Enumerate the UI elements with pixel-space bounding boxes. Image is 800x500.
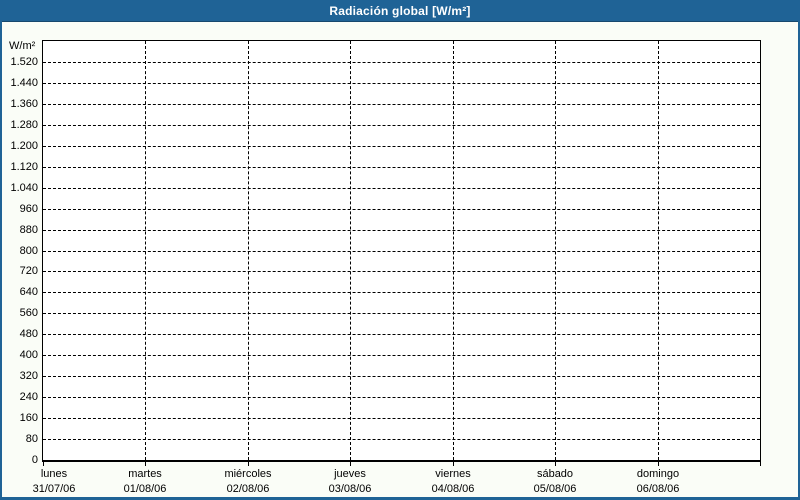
y-gridline — [43, 251, 760, 252]
y-gridline — [43, 292, 760, 293]
day-name-label: miércoles — [224, 468, 272, 480]
day-date-label: 03/08/06 — [328, 482, 372, 495]
day-name-label: jueves — [334, 468, 366, 480]
x-tick-mark — [248, 462, 249, 466]
y-tick-label: 1.520 — [10, 56, 38, 68]
y-tick-label: 1.440 — [10, 77, 38, 89]
y-gridline — [43, 146, 760, 147]
day-divider-gridline — [555, 41, 556, 460]
chart-title-bar: Radiación global [W/m²] — [2, 2, 798, 22]
y-gridline — [43, 271, 760, 272]
day-name-label: viernes — [435, 468, 471, 480]
day-date-label: 01/08/06 — [123, 482, 167, 495]
y-tick-label: 1.360 — [10, 98, 38, 110]
y-gridline — [43, 209, 760, 210]
day-name-label: martes — [128, 468, 162, 480]
x-tick-mark — [658, 462, 659, 466]
y-gridline — [43, 376, 760, 377]
y-gridline — [43, 439, 760, 440]
x-tick-mark — [350, 462, 351, 466]
plot-area — [42, 40, 761, 462]
y-tick-label: 320 — [19, 370, 38, 382]
day-divider-gridline — [145, 41, 146, 460]
y-tick-label: 880 — [19, 224, 38, 236]
y-tick-label: 80 — [25, 433, 38, 445]
y-gridline — [43, 125, 760, 126]
x-day-label: domingo 06/08/06 — [608, 467, 708, 496]
x-tick-mark — [145, 462, 146, 466]
x-day-label: martes 01/08/06 — [95, 467, 195, 496]
y-axis-unit-label: W/m² — [9, 40, 36, 52]
y-gridline — [43, 418, 760, 419]
y-tick-label: 800 — [19, 245, 38, 257]
y-tick-label: 960 — [19, 203, 38, 215]
y-tick-label: 1.200 — [10, 140, 38, 152]
day-date-label: 05/08/06 — [533, 482, 577, 495]
day-divider-gridline — [453, 41, 454, 460]
x-day-label: viernes 04/08/06 — [403, 467, 503, 496]
x-day-label: sábado 05/08/06 — [505, 467, 605, 496]
day-date-label: 31/07/06 — [32, 482, 76, 495]
y-origin-label: 0 — [31, 454, 38, 466]
x-tick-mark — [760, 462, 761, 466]
y-tick-label: 640 — [19, 286, 38, 298]
day-date-label: 02/08/06 — [226, 482, 270, 495]
y-gridline — [43, 83, 760, 84]
y-gridline — [43, 334, 760, 335]
y-tick-label: 240 — [19, 391, 38, 403]
x-day-label: jueves 03/08/06 — [300, 467, 400, 496]
day-date-label: 04/08/06 — [431, 482, 475, 495]
day-divider-gridline — [658, 41, 659, 460]
y-tick-label: 1.040 — [10, 182, 38, 194]
y-gridline — [43, 62, 760, 63]
day-divider-gridline — [350, 41, 351, 460]
y-gridline — [43, 104, 760, 105]
y-gridline — [43, 167, 760, 168]
y-tick-label: 160 — [19, 412, 38, 424]
day-divider-gridline — [248, 41, 249, 460]
x-tick-mark — [453, 462, 454, 466]
x-day-label: lunes 31/07/06 — [4, 467, 104, 496]
y-gridline — [43, 230, 760, 231]
y-gridline — [43, 355, 760, 356]
day-name-label: domingo — [636, 468, 680, 480]
chart-title: Radiación global [W/m²] — [329, 4, 471, 18]
y-tick-label: 400 — [19, 349, 38, 361]
y-gridline — [43, 397, 760, 398]
x-tick-mark — [555, 462, 556, 466]
y-tick-label: 560 — [19, 307, 38, 319]
y-tick-label: 720 — [19, 265, 38, 277]
y-gridline — [43, 188, 760, 189]
y-tick-label: 1.120 — [10, 161, 38, 173]
x-day-label: miércoles 02/08/06 — [198, 467, 298, 496]
day-date-label: 06/08/06 — [636, 482, 680, 495]
y-tick-label: 1.280 — [10, 119, 38, 131]
day-name-label: lunes — [40, 468, 68, 480]
y-tick-label: 480 — [19, 328, 38, 340]
day-name-label: sábado — [536, 468, 574, 480]
x-tick-mark — [43, 462, 44, 466]
y-gridline — [43, 313, 760, 314]
